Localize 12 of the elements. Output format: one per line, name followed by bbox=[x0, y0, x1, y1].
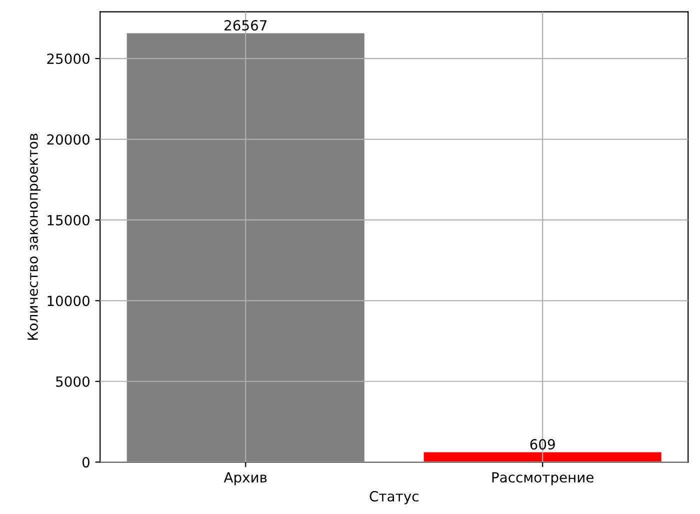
y-tick-label: 5000 bbox=[56, 376, 90, 387]
data-label: 26567 bbox=[224, 20, 267, 31]
y-tick-label: 15000 bbox=[48, 214, 90, 226]
data-label: 609 bbox=[530, 439, 555, 450]
x-tick-label: Архив bbox=[224, 472, 267, 486]
y-tick-label: 20000 bbox=[47, 134, 90, 145]
x-tick-label: Рассмотрение bbox=[492, 472, 594, 486]
y-axis-title: Количество законопроектов bbox=[28, 134, 41, 340]
x-axis-title: Статус bbox=[370, 491, 418, 504]
y-tick-label: 0 bbox=[82, 457, 90, 468]
y-tick-label: 25000 bbox=[47, 54, 90, 64]
y-tick-label: 10000 bbox=[48, 296, 90, 306]
